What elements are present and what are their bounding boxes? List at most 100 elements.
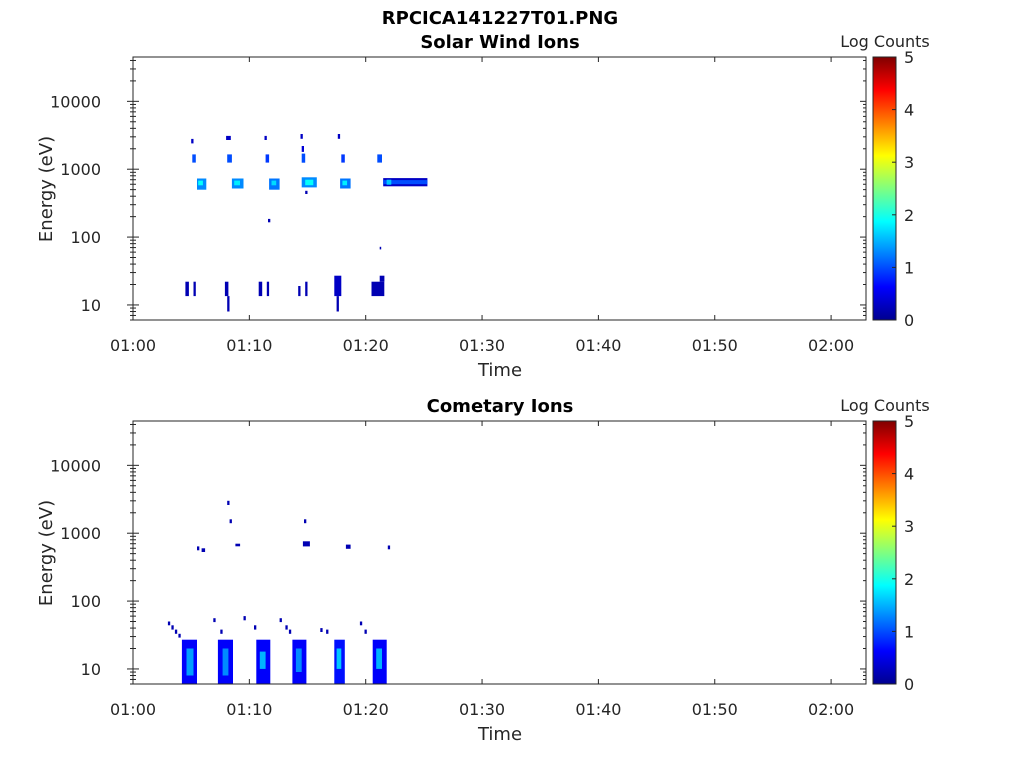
y-tick-label: 10 [81, 660, 101, 679]
heatmap-cell [220, 629, 223, 634]
colorbar-gradient [872, 420, 897, 685]
colorbar-cometary: Log Counts 0 1 2 3 4 5 [840, 396, 930, 694]
heatmap-cell [301, 153, 306, 163]
x-tick-label: 01:30 [459, 336, 505, 355]
plot-frame-solar-wind [132, 56, 867, 321]
colorbar-tick-label: 2 [904, 206, 914, 225]
heatmap-cell [379, 246, 382, 250]
heatmap-cell [376, 648, 382, 669]
y-axis-label-cometary: Energy (eV) [36, 500, 57, 606]
heatmap-cell [191, 138, 194, 144]
heatmap-cell [224, 281, 229, 297]
colorbar-tick-label: 4 [904, 101, 914, 120]
heatmap-cell [271, 180, 277, 186]
heatmap-cell [258, 281, 263, 297]
colorbar-tick-label: 1 [904, 258, 914, 277]
heatmap-cell [243, 616, 246, 621]
colorbar-tick-label: 5 [904, 48, 914, 67]
colorbar-ticks-cometary: 0 1 2 3 4 5 [892, 412, 914, 694]
heatmap-cell [198, 180, 203, 186]
heatmap-cell [259, 651, 266, 669]
heatmap-cell [201, 548, 206, 552]
y-tick-label: 10 [81, 296, 101, 315]
colorbar-tick-label: 3 [904, 517, 914, 536]
y-axis-label-solar-wind: Energy (eV) [36, 136, 57, 242]
heatmap-cell [227, 154, 232, 163]
heatmap-cells-cometary [167, 500, 391, 684]
x-tick-label: 01:40 [575, 336, 621, 355]
heatmap-cell [268, 218, 271, 223]
colorbar-tick-label: 4 [904, 465, 914, 484]
x-tick-label: 01:20 [343, 700, 389, 719]
colorbar-tick-label: 5 [904, 412, 914, 431]
heatmap-cell [288, 629, 292, 634]
heatmap-cell [285, 625, 288, 630]
heatmap-cell [305, 281, 308, 297]
y-tick-label: 1000 [60, 160, 101, 179]
y-axis-solar-wind: 10 100 1000 10000 [50, 59, 866, 321]
heatmap-cells-solar-wind [185, 134, 428, 312]
heatmap-cell [320, 628, 323, 632]
heatmap-cell [254, 625, 257, 630]
colorbar-tick-label: 0 [904, 311, 914, 330]
heatmap-cell [178, 633, 181, 638]
x-tick-label: 02:00 [808, 336, 854, 355]
heatmap-cell [265, 154, 270, 163]
colorbar-solar-wind: Log Counts 0 1 2 3 4 5 [840, 32, 930, 330]
colorbar-gradient [872, 56, 897, 321]
x-tick-label: 01:00 [110, 700, 156, 719]
heatmap-cell [279, 618, 282, 623]
x-tick-label: 01:10 [226, 700, 272, 719]
heatmap-cell [379, 275, 385, 282]
heatmap-cell [371, 281, 385, 297]
heatmap-cell [171, 625, 174, 630]
heatmap-cell [300, 134, 303, 139]
colorbar-label-cometary: Log Counts [840, 396, 930, 415]
heatmap-cell [336, 296, 339, 312]
colorbar-label-solar-wind: Log Counts [840, 32, 930, 51]
heatmap-cell [192, 154, 196, 163]
heatmap-cell [234, 180, 240, 186]
heatmap-cell [227, 500, 230, 505]
heatmap-cell [364, 629, 367, 634]
heatmap-cell [295, 648, 302, 672]
heatmap-cell [302, 541, 310, 547]
x-tick-label: 01:40 [575, 700, 621, 719]
heatmap-cell [345, 544, 351, 549]
heatmap-cell [174, 629, 178, 634]
heatmap-cell [386, 179, 392, 185]
x-tick-label: 02:00 [808, 700, 854, 719]
colorbar-tick-label: 0 [904, 675, 914, 694]
heatmap-cell [227, 296, 230, 312]
panel-title-cometary: Cometary Ions [427, 396, 574, 417]
x-tick-label: 01:30 [459, 700, 505, 719]
heatmap-cell [304, 519, 307, 524]
heatmap-cell [342, 180, 348, 186]
figure-title: RPCICA141227T01.PNG [382, 8, 618, 29]
heatmap-cell [185, 281, 189, 297]
y-axis-cometary: 10 100 1000 10000 [50, 423, 866, 685]
colorbar-tick-label: 2 [904, 570, 914, 589]
heatmap-cell [186, 648, 194, 676]
heatmap-cell [337, 134, 341, 139]
x-tick-label: 01:50 [692, 336, 738, 355]
y-tick-label: 10000 [50, 456, 101, 475]
x-axis-label-cometary: Time [477, 724, 522, 745]
x-tick-label: 01:00 [110, 336, 156, 355]
heatmap-cell [229, 519, 232, 524]
heatmap-cell [305, 179, 314, 186]
x-tick-label: 01:10 [226, 336, 272, 355]
colorbar-ticks-solar-wind: 0 1 2 3 4 5 [892, 48, 914, 330]
x-axis-cometary: 01:00 01:10 01:20 01:30 01:40 01:50 02:00 [110, 421, 854, 719]
panel-title-solar-wind: Solar Wind Ions [420, 32, 579, 53]
heatmap-cell [301, 146, 304, 152]
plot-frame-cometary [132, 420, 867, 685]
y-tick-label: 10000 [50, 92, 101, 111]
heatmap-cell [213, 618, 216, 623]
heatmap-cell [226, 135, 231, 140]
y-tick-label: 1000 [60, 524, 101, 543]
panel-solar-wind: Solar Wind Ions 01:00 01:10 01:20 01:30 01:4… [36, 32, 930, 381]
heatmap-cell [298, 286, 301, 297]
heatmap-cell [326, 629, 329, 634]
